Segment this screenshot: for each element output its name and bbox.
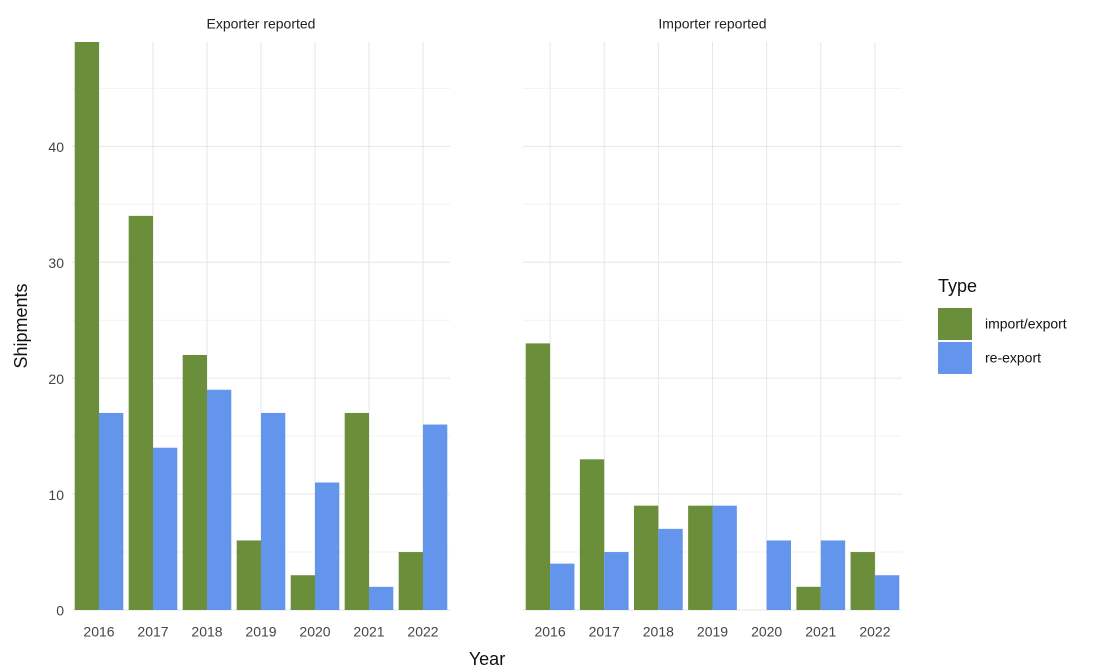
bar [398,552,423,610]
legend-title: Type [938,276,977,296]
bar [290,575,315,610]
bar [153,447,178,610]
bar [688,505,713,610]
x-tick-label: 2019 [245,624,276,640]
x-tick-label: 2021 [805,624,836,640]
panel-title: Exporter reported [207,16,316,32]
y-tick-label: 0 [56,603,64,619]
legend-label: import/export [985,316,1067,332]
bar [766,540,792,610]
bar [344,412,369,610]
legend-key [938,342,972,374]
x-axis-label: Year [469,649,505,669]
bar [658,528,683,610]
x-tick-label: 2022 [859,624,890,640]
bar [525,343,551,610]
bar [74,42,99,610]
x-tick-label: 2022 [407,624,438,640]
x-tick-label: 2016 [83,624,114,640]
y-tick-label: 20 [48,371,64,387]
bar [99,412,124,610]
y-tick-label: 40 [48,139,64,155]
bar [874,575,900,610]
bar [236,540,261,610]
bar [820,540,846,610]
bar [261,412,286,610]
x-tick-label: 2018 [191,624,222,640]
x-tick-label: 2019 [697,624,728,640]
x-tick-label: 2017 [589,624,620,640]
panel-title: Importer reported [658,16,766,32]
bar [369,586,394,610]
bar [633,505,659,610]
y-tick-label: 10 [48,487,64,503]
bar [796,586,821,610]
bar [423,424,448,610]
bar [182,354,207,610]
x-tick-label: 2020 [299,624,330,640]
bar [850,552,875,610]
x-tick-label: 2021 [353,624,384,640]
bar [579,459,605,610]
bar [604,552,629,610]
x-tick-label: 2018 [643,624,674,640]
bar [550,563,575,610]
legend-key [938,308,972,340]
x-tick-label: 2016 [534,624,565,640]
x-tick-label: 2020 [751,624,782,640]
legend-label: re-export [985,350,1041,366]
y-axis-label: Shipments [11,283,31,368]
bar [128,215,153,610]
bar [712,505,737,610]
bar [315,482,340,610]
x-tick-label: 2017 [137,624,168,640]
bar [207,389,232,610]
y-tick-label: 30 [48,255,64,271]
